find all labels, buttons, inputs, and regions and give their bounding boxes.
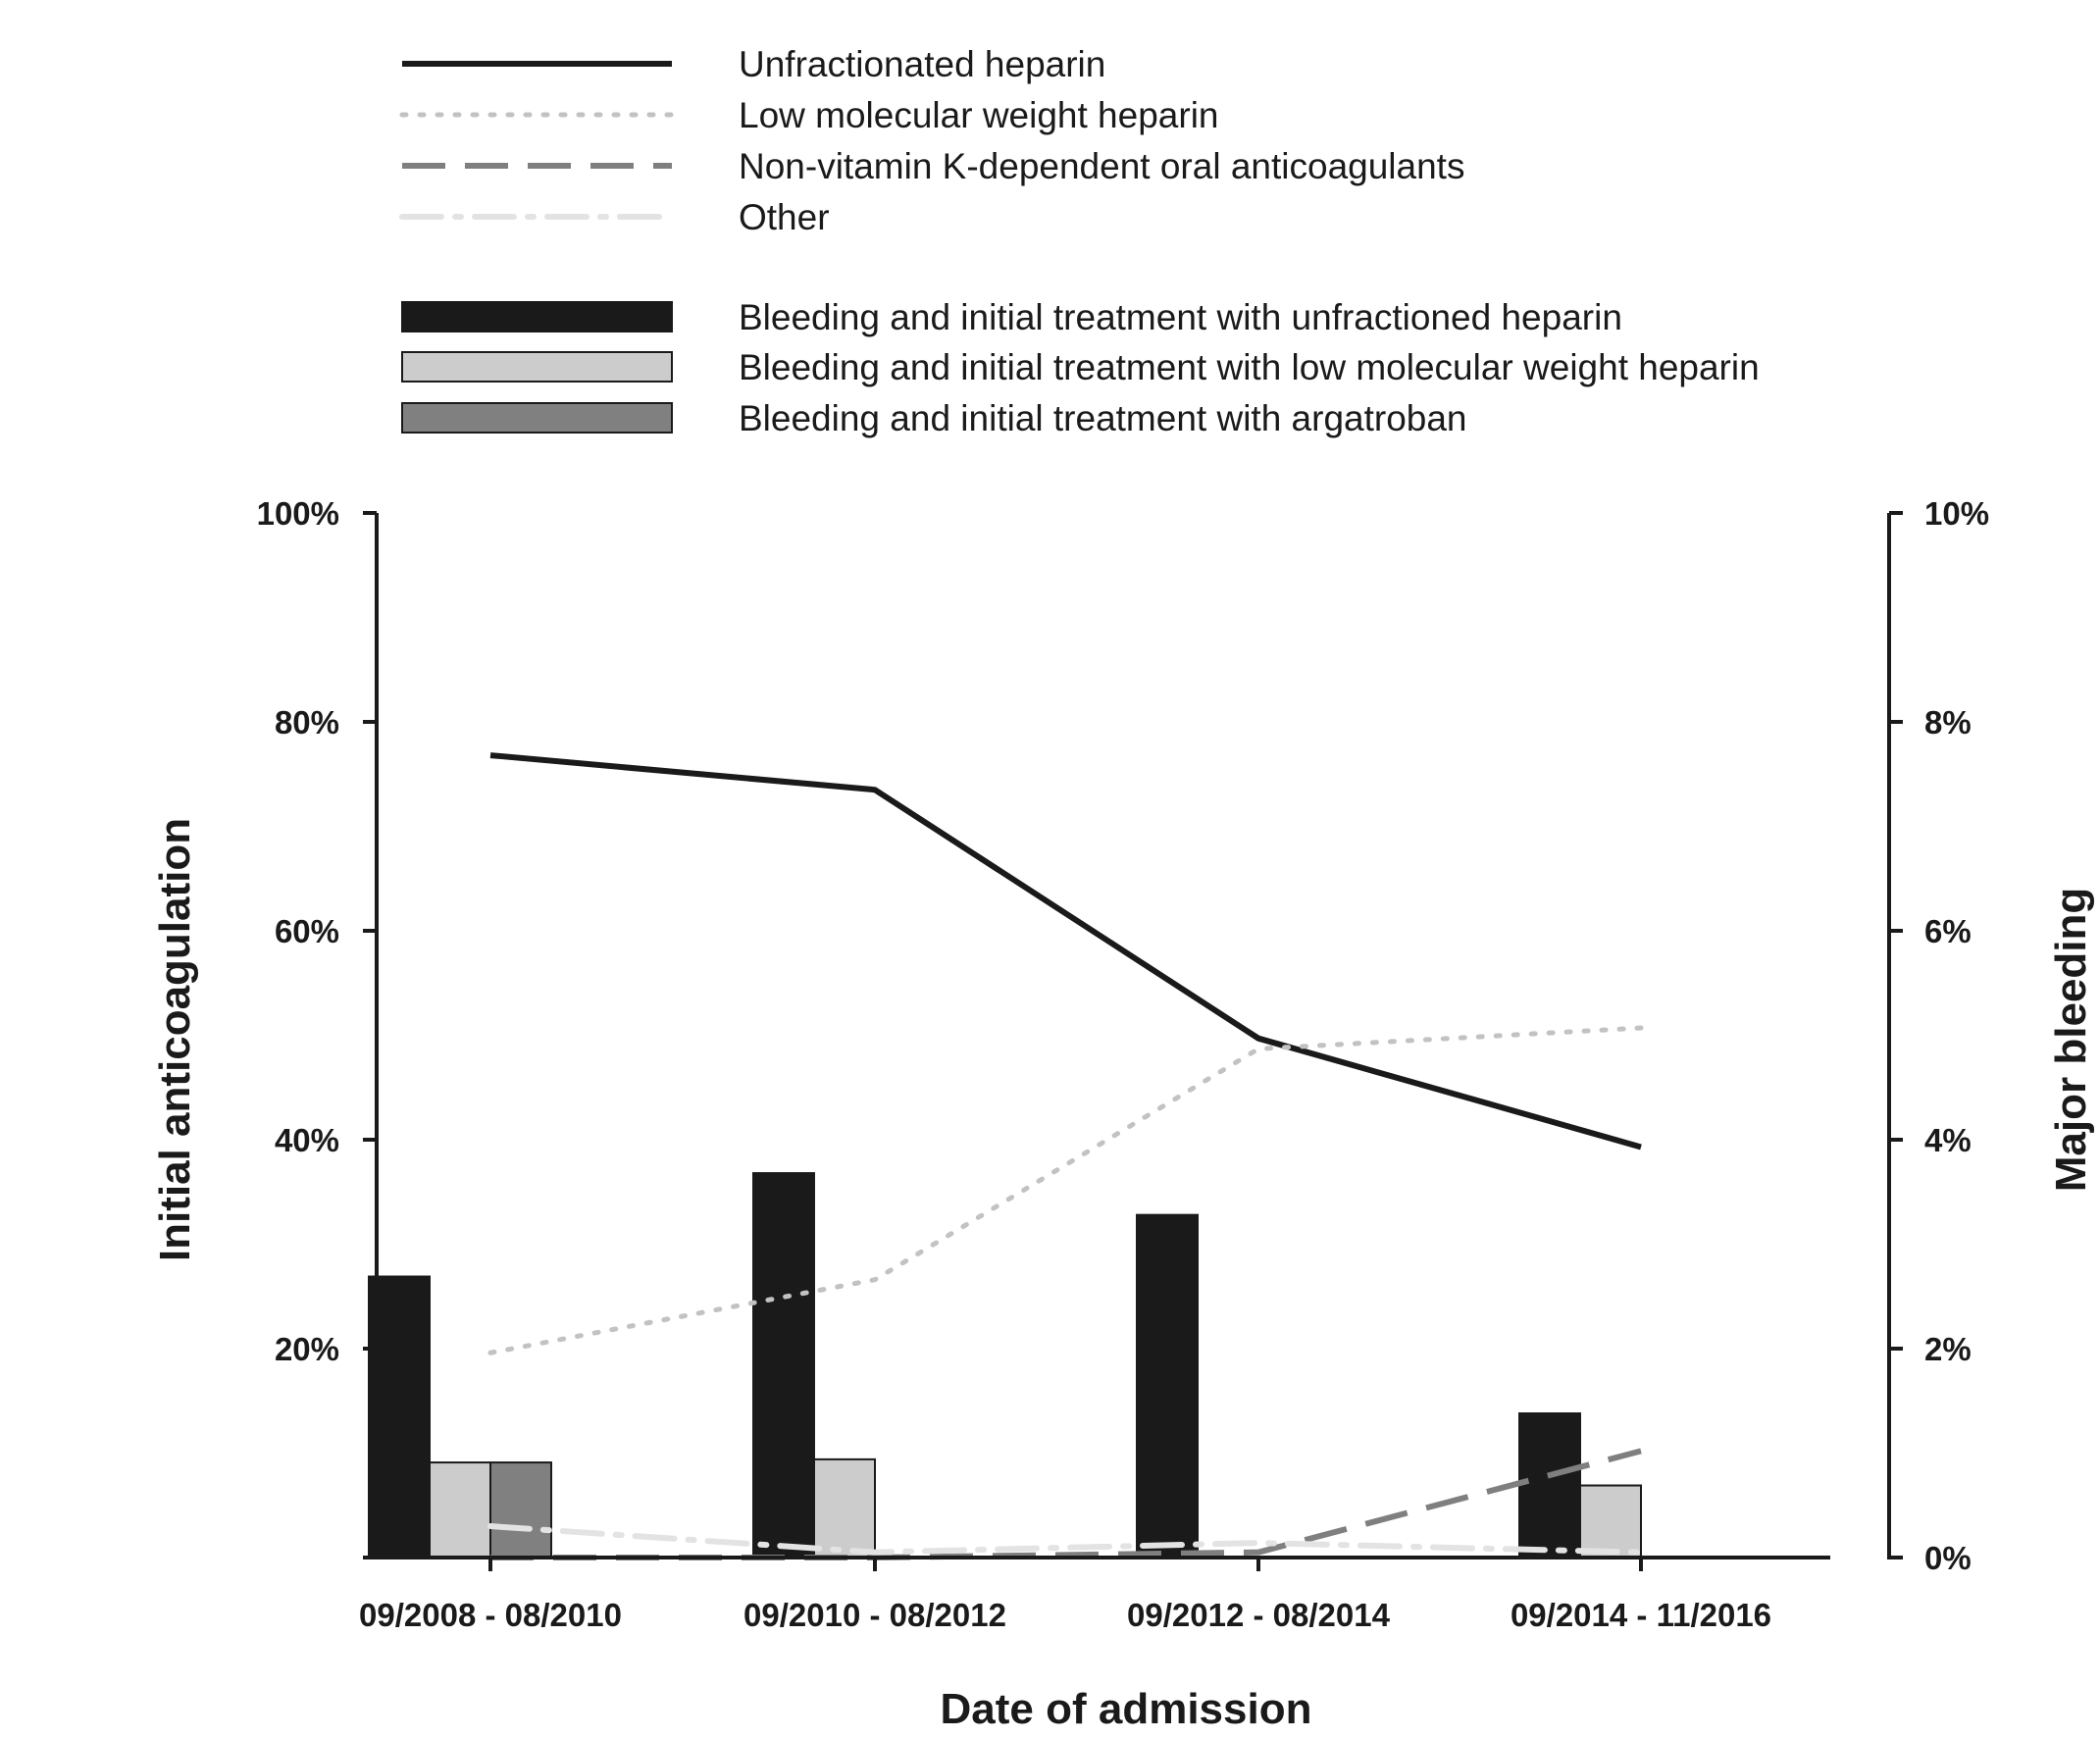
legend-swatch-bar-0 (401, 301, 673, 332)
y-right-tick-label-4: 8% (1924, 704, 1972, 741)
y-right-tick-label-2: 4% (1924, 1122, 1972, 1158)
legend-label-line-0: Unfractionated heparin (739, 44, 1105, 84)
bar-s0-c3 (1518, 1412, 1581, 1559)
bar-s0-c1 (752, 1172, 815, 1559)
bar-s1-c0 (429, 1461, 491, 1559)
bar-s2-c0 (489, 1461, 552, 1559)
y-left-tick-label-2: 40% (275, 1122, 339, 1158)
legend-swatch-bar-2 (401, 402, 673, 434)
y-left-tick-label-4: 80% (275, 704, 339, 741)
line-series-3 (487, 1523, 1644, 1556)
x-tick-label-2: 09/2012 - 08/2014 (1127, 1597, 1391, 1633)
legend-label-bar-0: Bleeding and initial treatment with unfr… (739, 297, 1622, 337)
x-axis-title: Date of admission (941, 1685, 1312, 1733)
line-series-2 (490, 1448, 1642, 1560)
x-tick-label-0: 09/2008 - 08/2010 (359, 1597, 622, 1633)
legend-label-bar-2: Bleeding and initial treatment with arga… (739, 398, 1467, 438)
y-left-tick-label-5: 100% (257, 495, 339, 532)
y-right-tick-label-5: 10% (1924, 495, 1989, 532)
ticks: 20% 40% 60% 80% 100% 0% 2% 4% 6% 8% 10% 09/2008 - 0… (257, 495, 1989, 1633)
axes (375, 513, 1891, 1559)
legend-label-line-3: Other (739, 197, 830, 237)
legend-label-line-2: Non-vitamin K-dependent oral anticoagula… (739, 146, 1464, 186)
y-axis-left-title: Initial anticoagulation (151, 818, 199, 1261)
bars (368, 1172, 1642, 1559)
x-tick-label-1: 09/2010 - 08/2012 (743, 1597, 1006, 1633)
legend-label-line-1: Low molecular weight heparin (739, 95, 1219, 135)
bar-s1-c3 (1579, 1484, 1642, 1559)
x-tick-label-3: 09/2014 - 11/2016 (1511, 1597, 1771, 1633)
y-right-tick-label-1: 2% (1924, 1331, 1972, 1367)
bar-s0-c0 (368, 1275, 431, 1559)
legend: Unfractionated heparin Low molecular weig… (399, 44, 1760, 438)
line-series-1 (487, 1025, 1644, 1355)
line-series-0 (489, 752, 1642, 1150)
y-axis-right-title: Major bleeding (2047, 888, 2095, 1192)
y-right-tick-label-0: 0% (1924, 1540, 1972, 1576)
bar-s0-c2 (1136, 1213, 1199, 1559)
legend-label-bar-1: Bleeding and initial treatment with low … (739, 347, 1760, 387)
y-left-tick-label-1: 20% (275, 1331, 339, 1367)
lines (487, 752, 1644, 1560)
legend-swatch-bar-1 (401, 351, 673, 383)
bar-s1-c1 (813, 1457, 876, 1559)
y-left-tick-label-3: 60% (275, 913, 339, 949)
y-right-tick-label-3: 6% (1924, 913, 1972, 949)
